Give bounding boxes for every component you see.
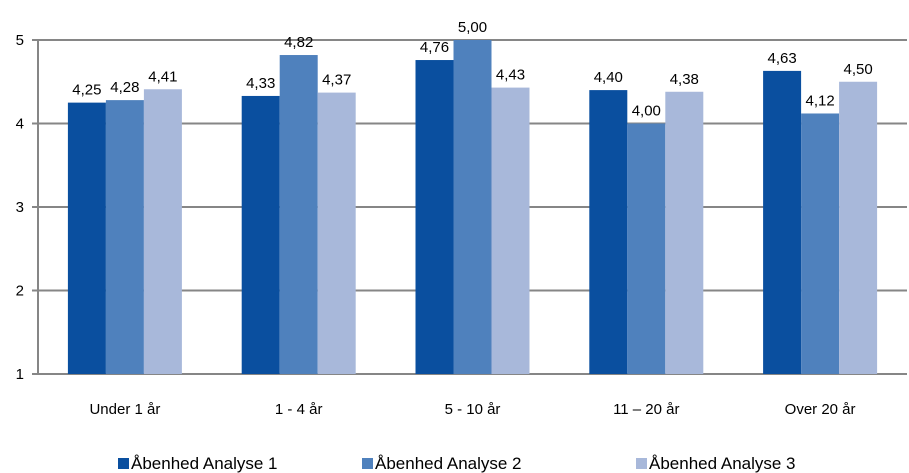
x-tick-label: 1 - 4 år <box>275 401 323 418</box>
data-label: 4,00 <box>632 103 661 120</box>
legend-swatch <box>636 458 647 469</box>
bar <box>801 113 840 374</box>
data-label: 4,38 <box>670 71 699 88</box>
data-label: 4,25 <box>72 82 101 99</box>
data-label: 4,50 <box>843 61 872 78</box>
bar <box>491 87 530 374</box>
y-axis: 1 2 3 4 5 <box>16 32 39 383</box>
data-label: 4,12 <box>805 92 834 109</box>
bar <box>665 91 704 375</box>
y-tick-label: 5 <box>16 32 24 49</box>
y-tick-label: 2 <box>16 283 24 300</box>
legend-label: Åbenhed Analyse 1 <box>131 454 278 473</box>
data-label: 5,00 <box>458 19 487 36</box>
bar <box>317 92 356 374</box>
bar <box>105 100 144 375</box>
bar <box>589 90 628 374</box>
bars <box>67 40 878 375</box>
data-label: 4,40 <box>594 69 623 86</box>
x-tick-label: Over 20 år <box>785 401 856 418</box>
legend-swatch <box>362 458 373 469</box>
data-labels: 4,25 4,28 4,41 4,33 4,82 4,37 4,76 5,00 4,43 4,40… <box>72 19 872 120</box>
y-tick-label: 1 <box>16 366 24 383</box>
x-tick-label: 11 – 20 år <box>613 401 679 418</box>
bar <box>453 40 492 374</box>
bar <box>415 60 454 374</box>
data-label: 4,82 <box>284 34 313 51</box>
bar <box>241 95 280 374</box>
legend: Åbenhed Analyse 1 Åbenhed Analyse 2 Åbenhe… <box>118 454 796 473</box>
y-tick-label: 3 <box>16 199 24 216</box>
legend-label: Åbenhed Analyse 2 <box>375 454 522 473</box>
bar <box>67 102 106 374</box>
legend-swatch <box>118 458 129 469</box>
bar <box>763 70 802 375</box>
data-label: 4,63 <box>767 50 796 67</box>
data-label: 4,43 <box>496 67 525 84</box>
data-label: 4,76 <box>420 39 449 56</box>
bar <box>143 89 182 374</box>
data-label: 4,41 <box>148 68 177 85</box>
data-label: 4,37 <box>322 72 351 89</box>
bar <box>627 123 666 374</box>
x-tick-label: Under 1 år <box>89 401 160 418</box>
bar <box>279 55 318 374</box>
bar <box>839 81 878 374</box>
data-label: 4,28 <box>110 79 139 96</box>
y-tick-label: 4 <box>16 116 24 133</box>
legend-label: Åbenhed Analyse 3 <box>649 454 796 473</box>
x-axis-labels: Under 1 år 1 - 4 år 5 - 10 år 11 – 20 år Ove… <box>89 401 855 418</box>
x-tick-label: 5 - 10 år <box>445 401 501 418</box>
data-label: 4,33 <box>246 75 275 92</box>
